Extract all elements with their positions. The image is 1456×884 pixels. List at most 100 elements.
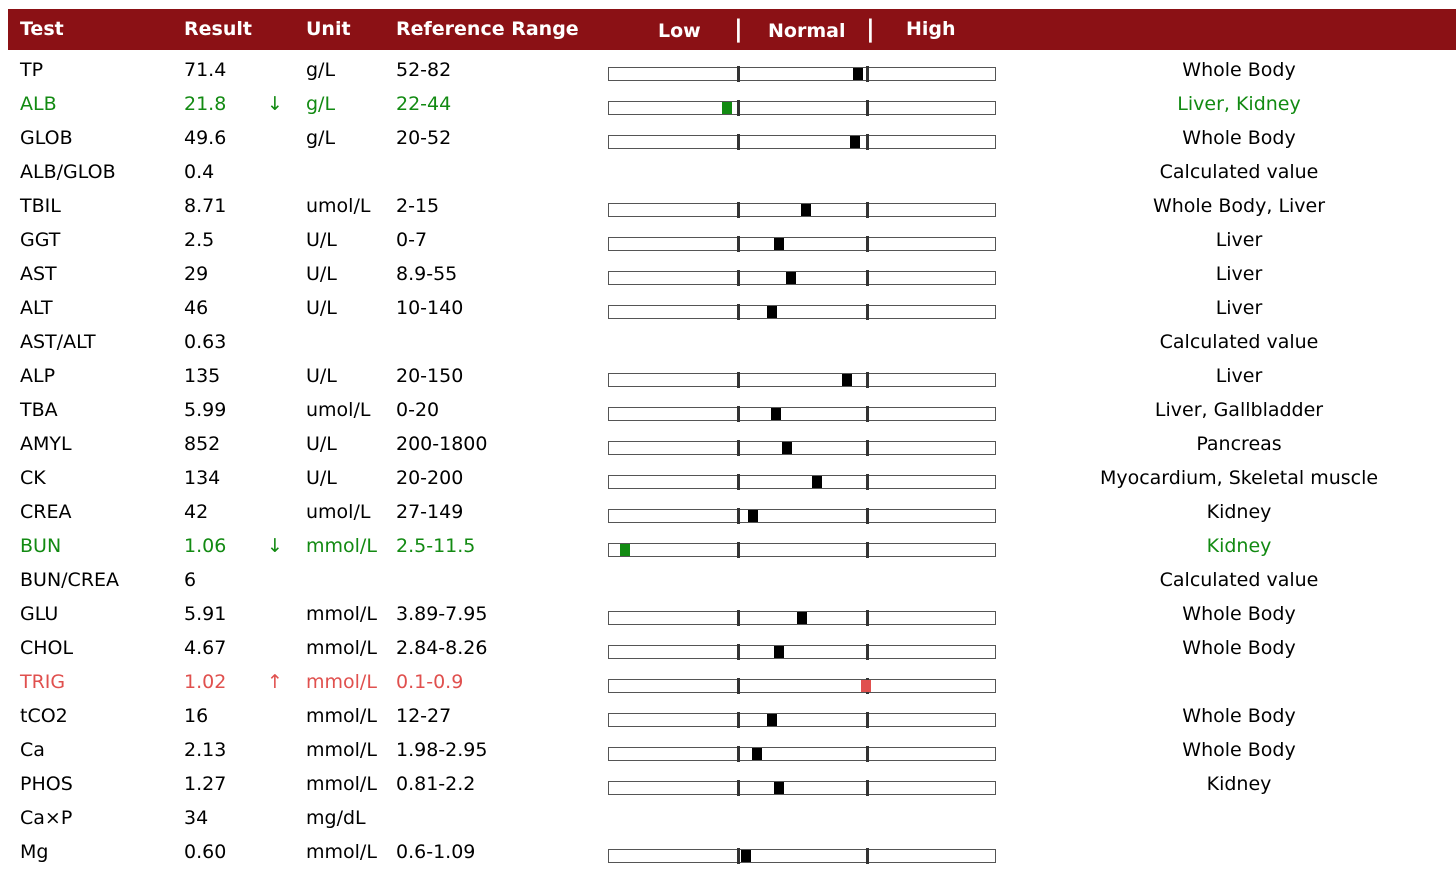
result-marker [774, 238, 784, 250]
table-row: BUN/CREA 6 Calculated value [0, 562, 1456, 596]
reference-range: 3.89-7.95 [396, 603, 488, 625]
range-divider [866, 644, 869, 660]
range-bar [608, 406, 996, 422]
unit: U/L [306, 263, 337, 285]
header-separator-1: | [734, 15, 743, 43]
range-divider [737, 440, 740, 456]
result-value: 16 [184, 705, 209, 727]
reference-range: 200-1800 [396, 433, 488, 455]
result-value: 2.5 [184, 229, 215, 251]
result-value: 1.06 [184, 535, 227, 557]
range-divider [737, 372, 740, 388]
reference-range: 0.81-2.2 [396, 773, 476, 795]
test-name: AMYL [20, 433, 72, 455]
result-marker [774, 646, 784, 658]
range-divider [866, 270, 869, 286]
organ-site: Liver, Gallbladder [1154, 399, 1324, 421]
result-value: 42 [184, 501, 209, 523]
range-divider [866, 236, 869, 252]
table-row: TBIL 8.71 umol/L 2-15 Whole Body, Liver [0, 188, 1456, 222]
range-divider [866, 406, 869, 422]
result-value: 135 [184, 365, 221, 387]
result-marker [722, 102, 732, 114]
table-row: GGT 2.5 U/L 0-7 Liver [0, 222, 1456, 256]
organ-site: Whole Body [1182, 705, 1296, 727]
table-row: TBA 5.99 umol/L 0-20 Liver, Gallbladder [0, 392, 1456, 426]
test-name: BUN [20, 535, 62, 557]
organ-site: Calculated value [1159, 161, 1319, 183]
table-row: Ca×P 34 mg/dL [0, 800, 1456, 834]
reference-range: 22-44 [396, 93, 452, 115]
range-divider [737, 712, 740, 728]
range-bar [608, 780, 996, 796]
unit: U/L [306, 297, 337, 319]
unit: mmol/L [306, 671, 377, 693]
result-marker [812, 476, 822, 488]
reference-range: 12-27 [396, 705, 452, 727]
test-name: Ca×P [20, 807, 73, 829]
unit: mmol/L [306, 637, 377, 659]
organ-site: Whole Body [1182, 739, 1296, 761]
reference-range: 0-7 [396, 229, 428, 251]
range-bar [608, 542, 996, 558]
result-value: 5.91 [184, 603, 227, 625]
range-bar [608, 508, 996, 524]
reference-range: 2.84-8.26 [396, 637, 488, 659]
reference-range: 0.1-0.9 [396, 671, 464, 693]
unit: umol/L [306, 399, 371, 421]
range-divider [866, 100, 869, 116]
range-bar [608, 678, 996, 694]
unit: g/L [306, 127, 336, 149]
unit: mmol/L [306, 739, 377, 761]
range-bar [608, 746, 996, 762]
result-value: 34 [184, 807, 209, 829]
test-name: TRIG [20, 671, 66, 693]
range-divider [737, 746, 740, 762]
table-row: AMYL 852 U/L 200-1800 Pancreas [0, 426, 1456, 460]
header-normal: Normal [768, 20, 846, 42]
header-separator-2: | [866, 15, 875, 43]
range-divider [737, 610, 740, 626]
test-name: BUN/CREA [20, 569, 120, 591]
header-unit: Unit [306, 18, 351, 40]
unit: mmol/L [306, 535, 377, 557]
range-divider [737, 100, 740, 116]
result-value: 4.67 [184, 637, 227, 659]
table-row: GLU 5.91 mmol/L 3.89-7.95 Whole Body [0, 596, 1456, 630]
table-row: TP 71.4 g/L 52-82 Whole Body [0, 52, 1456, 86]
range-divider [737, 406, 740, 422]
range-divider [737, 848, 740, 864]
reference-range: 20-52 [396, 127, 452, 149]
range-bar [608, 474, 996, 490]
test-name: GLOB [20, 127, 73, 149]
result-value: 29 [184, 263, 209, 285]
organ-site: Whole Body, Liver [1152, 195, 1326, 217]
range-divider [866, 780, 869, 796]
test-name: ALB [20, 93, 57, 115]
organ-site: Whole Body [1182, 127, 1296, 149]
table-row: Ca 2.13 mmol/L 1.98-2.95 Whole Body [0, 732, 1456, 766]
range-divider [737, 66, 740, 82]
result-marker [801, 204, 811, 216]
range-divider [866, 712, 869, 728]
unit: g/L [306, 93, 336, 115]
test-name: Ca [20, 739, 45, 761]
unit: umol/L [306, 195, 371, 217]
organ-site: Liver [1215, 229, 1263, 251]
unit: g/L [306, 59, 336, 81]
result-marker [620, 544, 630, 556]
result-marker [842, 374, 852, 386]
range-divider [737, 508, 740, 524]
unit: mmol/L [306, 705, 377, 727]
organ-site: Liver [1215, 297, 1263, 319]
test-name: ALT [20, 297, 53, 319]
organ-site: Kidney [1206, 535, 1272, 557]
unit: umol/L [306, 501, 371, 523]
test-name: TBA [20, 399, 58, 421]
range-divider [866, 508, 869, 524]
result-value: 2.13 [184, 739, 227, 761]
result-marker [850, 136, 860, 148]
range-divider [737, 780, 740, 796]
result-flag: ↓ [267, 535, 283, 557]
test-name: ALP [20, 365, 56, 387]
